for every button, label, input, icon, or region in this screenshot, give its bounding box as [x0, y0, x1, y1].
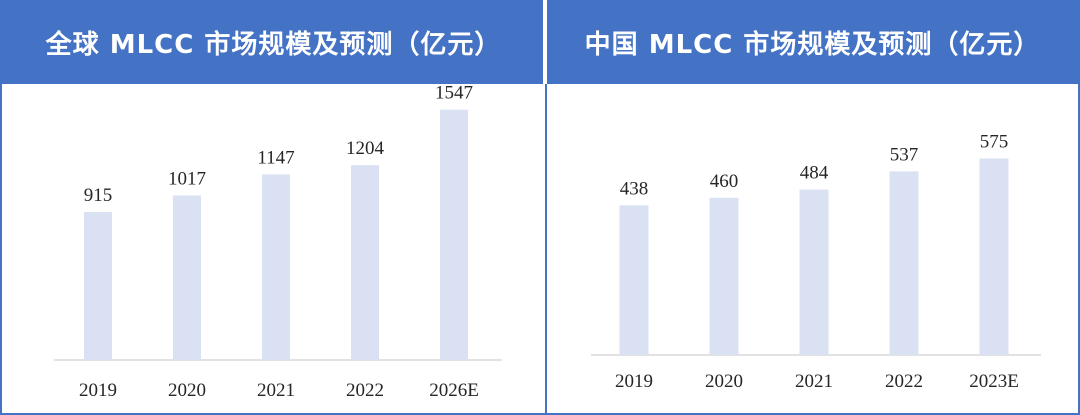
global-chart-panel: 全球 MLCC 市场规模及预测（亿元） 915 2019 1017 2020 1147 2… — [0, 0, 545, 415]
bar-2020 — [709, 197, 739, 355]
x-tick-label-2020: 2020 — [705, 371, 743, 392]
value-label-2021: 1147 — [257, 147, 294, 168]
china-chart-panel: 中国 MLCC 市场规模及预测（亿元） 438 2019 460 2020 484 202… — [545, 0, 1080, 415]
x-tick-label-2026E: 2026E — [429, 380, 479, 401]
value-label-2019: 915 — [84, 185, 113, 206]
value-label-2022: 537 — [890, 144, 919, 165]
china-chart-plot: 438 2019 460 2020 484 2021 537 2022 575 2023E — [591, 131, 1041, 392]
x-tick-label-2021: 2021 — [257, 380, 295, 401]
x-tick-label-2019: 2019 — [79, 380, 117, 401]
bar-2023E — [979, 158, 1009, 355]
x-tick-label-2023E: 2023E — [969, 371, 1019, 392]
bar-2021 — [799, 189, 829, 355]
bar-2026E — [440, 109, 468, 360]
x-tick-label-2022: 2022 — [346, 380, 384, 401]
x-tick-label-2022: 2022 — [885, 371, 923, 392]
value-label-2020: 1017 — [168, 168, 206, 189]
global-chart-title: 全球 MLCC 市场规模及预测（亿元） — [45, 29, 502, 60]
value-label-2023E: 575 — [980, 131, 1009, 152]
china-chart-title: 中国 MLCC 市场规模及预测（亿元） — [584, 29, 1041, 60]
bar-2022 — [351, 165, 379, 360]
bar-2020 — [173, 195, 201, 360]
value-label-2021: 484 — [800, 163, 829, 184]
x-tick-label-2019: 2019 — [615, 371, 653, 392]
x-tick-label-2020: 2020 — [168, 380, 206, 401]
china-chart-header: 中国 MLCC 市场规模及预测（亿元） — [547, 0, 1078, 84]
value-label-2020: 460 — [710, 171, 739, 192]
header-divider — [543, 0, 547, 84]
x-tick-label-2021: 2021 — [795, 371, 833, 392]
bar-2019 — [84, 211, 112, 360]
bar-2022 — [889, 171, 919, 355]
bar-2021 — [262, 174, 290, 360]
bar-2019 — [619, 205, 649, 355]
global-chart-plot: 915 2019 1017 2020 1147 2021 1204 2022 1547 2026E — [54, 84, 502, 401]
value-label-2022: 1204 — [346, 138, 385, 159]
global-chart-header: 全球 MLCC 市场规模及预测（亿元） — [2, 0, 545, 84]
value-label-2019: 438 — [620, 178, 649, 199]
value-label-2026E: 1547 — [435, 84, 473, 104]
